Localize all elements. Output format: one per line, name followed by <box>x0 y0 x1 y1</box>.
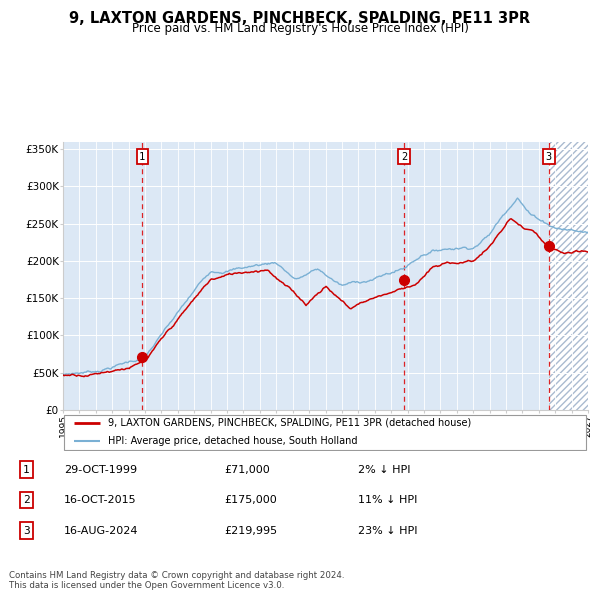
Text: 2: 2 <box>401 152 407 162</box>
Text: 23% ↓ HPI: 23% ↓ HPI <box>358 526 418 536</box>
Text: 29-OCT-1999: 29-OCT-1999 <box>64 464 137 474</box>
Text: HPI: Average price, detached house, South Holland: HPI: Average price, detached house, Sout… <box>107 436 357 446</box>
Text: 3: 3 <box>23 526 30 536</box>
Text: Contains HM Land Registry data © Crown copyright and database right 2024.
This d: Contains HM Land Registry data © Crown c… <box>9 571 344 590</box>
Bar <box>63 142 549 410</box>
Text: 2: 2 <box>23 495 30 505</box>
Bar <box>549 142 588 410</box>
Text: 2% ↓ HPI: 2% ↓ HPI <box>358 464 410 474</box>
Text: Price paid vs. HM Land Registry's House Price Index (HPI): Price paid vs. HM Land Registry's House … <box>131 22 469 35</box>
Bar <box>549 142 588 410</box>
Text: 9, LAXTON GARDENS, PINCHBECK, SPALDING, PE11 3PR (detached house): 9, LAXTON GARDENS, PINCHBECK, SPALDING, … <box>107 418 471 428</box>
Text: £71,000: £71,000 <box>224 464 270 474</box>
Text: 1: 1 <box>139 152 145 162</box>
Text: 16-OCT-2015: 16-OCT-2015 <box>64 495 137 505</box>
Text: 16-AUG-2024: 16-AUG-2024 <box>64 526 139 536</box>
Text: 9, LAXTON GARDENS, PINCHBECK, SPALDING, PE11 3PR: 9, LAXTON GARDENS, PINCHBECK, SPALDING, … <box>70 11 530 25</box>
Text: 1: 1 <box>23 464 30 474</box>
Text: £175,000: £175,000 <box>224 495 277 505</box>
FancyBboxPatch shape <box>64 415 586 450</box>
Text: £219,995: £219,995 <box>224 526 277 536</box>
Text: 11% ↓ HPI: 11% ↓ HPI <box>358 495 418 505</box>
Text: 3: 3 <box>546 152 552 162</box>
